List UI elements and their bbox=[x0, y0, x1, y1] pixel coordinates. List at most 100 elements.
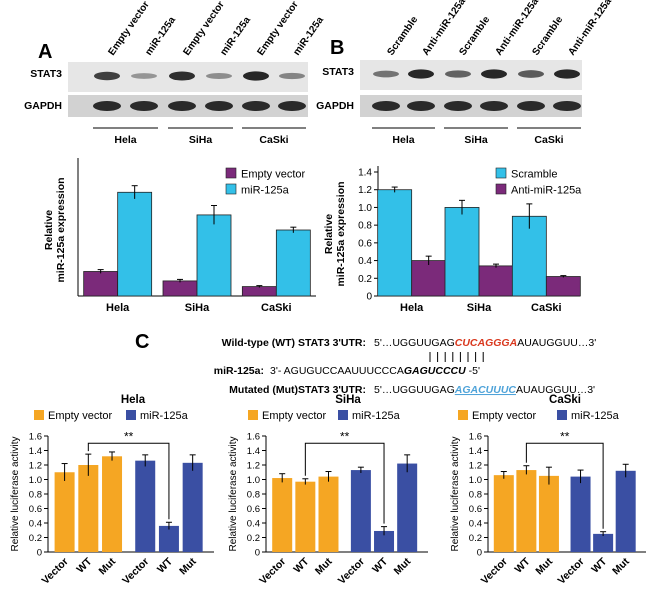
legend-label: Empty vector bbox=[48, 410, 113, 422]
blot-band-stat3 bbox=[373, 70, 399, 78]
y-tick-label: 0.4 bbox=[247, 519, 260, 530]
legend-swatch bbox=[458, 410, 468, 420]
bar bbox=[272, 478, 293, 552]
legend-label: miR-125a bbox=[241, 185, 290, 197]
x-tick-label: Mut bbox=[610, 555, 632, 577]
x-tick-label: Mut bbox=[313, 555, 335, 577]
x-tick-label: Vector bbox=[257, 556, 288, 587]
x-tick-label: WT bbox=[291, 555, 311, 575]
legend-swatch bbox=[126, 410, 136, 420]
blot-band-stat3 bbox=[169, 71, 195, 81]
bar bbox=[545, 276, 581, 297]
bar bbox=[241, 286, 277, 297]
legend-label: Scramble bbox=[511, 169, 557, 181]
bar bbox=[615, 470, 636, 552]
seq-mir-text: 3'- AGUGUCCAAUUUCCCAGAGUCCCU -5' bbox=[270, 365, 480, 377]
legend-swatch bbox=[34, 410, 44, 420]
legend-swatch bbox=[557, 410, 567, 420]
y-tick-label: 0.8 bbox=[247, 490, 260, 501]
x-tick-label: Vector bbox=[40, 556, 71, 587]
blot-band-stat3 bbox=[408, 69, 434, 79]
legend-swatch bbox=[495, 167, 507, 179]
x-tick-label: Vector bbox=[479, 556, 510, 587]
blot-lane-label: Anti-miR-125a bbox=[566, 0, 614, 58]
blot-band-gapdh bbox=[407, 101, 435, 111]
bar bbox=[83, 271, 119, 297]
y-tick-label: 0.8 bbox=[358, 221, 372, 232]
y-tick-label: 0 bbox=[366, 292, 372, 303]
blot-band-gapdh bbox=[93, 101, 121, 111]
blot-group-label: CaSki bbox=[259, 134, 288, 146]
bar bbox=[444, 207, 480, 297]
y-axis-label: Relative luciferase activity bbox=[228, 436, 239, 551]
legend-swatch bbox=[248, 410, 258, 420]
seq-mut-seed: AGACUUUC bbox=[454, 384, 517, 396]
significance-bracket bbox=[304, 442, 385, 524]
base-pair-lines bbox=[429, 352, 484, 362]
x-tick-label: Vector bbox=[555, 556, 586, 587]
blot-band-stat3 bbox=[94, 71, 120, 81]
x-tick-label: Mut bbox=[96, 555, 118, 577]
legend-swatch bbox=[225, 167, 237, 179]
seq-mut-prefix: 5'…UGGUUGAG bbox=[374, 384, 455, 396]
seq-mir-label: miR-125a: bbox=[214, 365, 264, 377]
y-axis-label: Relative luciferase activity bbox=[450, 436, 461, 551]
y-tick-label: 0.2 bbox=[358, 274, 372, 285]
legend-swatch bbox=[225, 183, 237, 195]
legend-swatch bbox=[338, 410, 348, 420]
blot-band-gapdh bbox=[553, 101, 581, 111]
bar bbox=[570, 476, 591, 552]
bar bbox=[182, 462, 203, 552]
x-tick-label: WT bbox=[155, 555, 175, 575]
blot-band-gapdh bbox=[130, 101, 158, 111]
y-tick-label: 1.4 bbox=[29, 446, 42, 457]
significance-label: ** bbox=[340, 429, 350, 443]
x-tick-label: Hela bbox=[400, 302, 424, 314]
seq-wt-text: 5'…UGGUUGAGCUCAGGGAAUAUGGUU…3' bbox=[374, 337, 596, 349]
blot-band-stat3 bbox=[554, 69, 580, 79]
x-tick-label: Vector bbox=[120, 556, 151, 587]
y-tick-label: 1.0 bbox=[358, 203, 372, 214]
y-axis-label: Relative bbox=[43, 210, 55, 250]
blot-lane-label: miR-125a bbox=[218, 15, 253, 58]
panel-letter-b: B bbox=[330, 37, 344, 59]
blot-band-gapdh bbox=[168, 101, 196, 111]
x-tick-label: Mut bbox=[392, 555, 414, 577]
y-axis-label: miR-125a expression bbox=[55, 177, 67, 282]
blot-group-label: CaSki bbox=[534, 134, 563, 146]
bar bbox=[411, 260, 447, 297]
seq-wt-label: Wild-type (WT) STAT3 3'UTR: bbox=[222, 337, 366, 349]
y-tick-label: 0.6 bbox=[358, 238, 372, 249]
y-tick-label: 0.4 bbox=[29, 519, 42, 530]
x-tick-label: WT bbox=[589, 555, 609, 575]
y-tick-label: 0.2 bbox=[469, 533, 482, 544]
blot-band-stat3 bbox=[131, 73, 157, 79]
x-tick-label: SiHa bbox=[185, 302, 210, 314]
y-axis-label: miR-125a expression bbox=[335, 181, 347, 286]
bar bbox=[374, 530, 395, 552]
seq-mir-suffix: -5' bbox=[466, 365, 480, 377]
bar bbox=[397, 463, 418, 552]
chart-c-hela: Hela Empty vector miR-125a 0 0.2 0.4 0.6 0.8 1.0… bbox=[10, 394, 214, 587]
blot-group-label: Hela bbox=[392, 134, 414, 146]
legend-label: miR-125a bbox=[140, 410, 189, 422]
chart-title: SiHa bbox=[335, 394, 361, 406]
blot-band-gapdh bbox=[278, 101, 306, 111]
y-tick-label: 0 bbox=[37, 548, 42, 559]
legend-swatch bbox=[495, 183, 507, 195]
blot-band-gapdh bbox=[372, 101, 400, 111]
blot-band-gapdh bbox=[480, 101, 508, 111]
legend-label: Empty vector bbox=[262, 410, 327, 422]
y-tick-label: 1.4 bbox=[358, 168, 372, 179]
legend-label: Anti-miR-125a bbox=[511, 185, 582, 197]
blot-row-label: GAPDH bbox=[24, 100, 62, 112]
blot-band-stat3 bbox=[445, 70, 471, 78]
chart-c-caski: CaSki Empty vector miR-125a 0 0.2 0.4 0.6 0.8 1.… bbox=[450, 394, 646, 587]
bar bbox=[78, 465, 99, 552]
x-tick-label: Mut bbox=[177, 555, 199, 577]
blot-band-stat3 bbox=[279, 72, 305, 80]
blot-band-stat3 bbox=[243, 71, 269, 81]
significance-bracket bbox=[525, 442, 604, 529]
legend-label: Empty vector bbox=[241, 169, 306, 181]
